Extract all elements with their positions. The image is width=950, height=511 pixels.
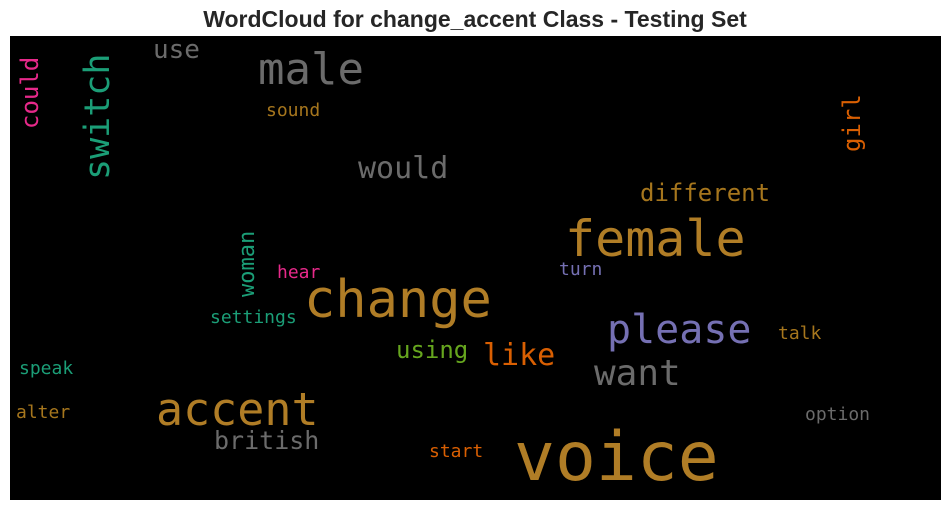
word-please: please bbox=[607, 307, 752, 353]
word-voice: voice bbox=[514, 418, 719, 497]
word-female: female bbox=[565, 210, 746, 268]
word-speak: speak bbox=[19, 358, 74, 379]
word-option: option bbox=[805, 404, 871, 425]
word-girl: girl bbox=[838, 94, 866, 152]
word-sound: sound bbox=[266, 100, 321, 121]
word-woman: woman bbox=[235, 230, 260, 297]
word-like: like bbox=[483, 338, 556, 373]
word-different: different bbox=[640, 179, 771, 207]
word-accent: accent bbox=[156, 383, 319, 436]
word-want: want bbox=[594, 353, 681, 394]
word-switch: switch bbox=[78, 53, 118, 180]
word-start: start bbox=[429, 441, 484, 462]
word-settings: settings bbox=[210, 307, 297, 328]
word-alter: alter bbox=[16, 402, 71, 423]
word-male: male bbox=[258, 44, 364, 95]
word-turn: turn bbox=[559, 259, 603, 280]
word-using: using bbox=[396, 336, 469, 364]
word-hear: hear bbox=[277, 262, 321, 283]
word-would: would bbox=[358, 151, 449, 186]
word-could: could bbox=[16, 56, 44, 129]
word-talk: talk bbox=[778, 323, 822, 344]
word-use: use bbox=[153, 36, 200, 65]
wordcloud-canvas: voice change female accent male please w… bbox=[10, 36, 941, 500]
word-change: change bbox=[304, 270, 492, 330]
chart-title: WordCloud for change_accent Class - Test… bbox=[203, 6, 747, 32]
word-british: british bbox=[214, 426, 320, 455]
